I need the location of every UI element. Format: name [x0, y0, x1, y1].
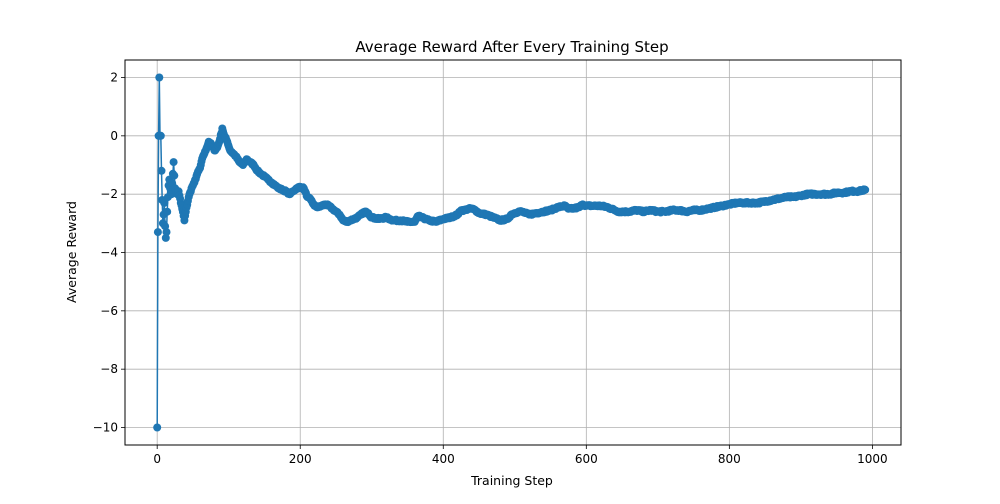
x-tick-label: 1000	[857, 452, 888, 466]
data-point	[161, 233, 170, 242]
data-point	[170, 171, 179, 180]
y-tick-label: −4	[100, 246, 118, 260]
data-point	[169, 158, 178, 167]
data-point	[162, 228, 171, 237]
data-point	[155, 73, 164, 82]
data-point	[153, 228, 162, 237]
x-tick-label: 200	[289, 452, 312, 466]
y-tick-label: −2	[100, 187, 118, 201]
x-tick-label: 0	[153, 452, 161, 466]
data-point	[163, 207, 172, 216]
y-axis-label: Average Reward	[64, 201, 79, 303]
y-tick-label: −8	[100, 362, 118, 376]
data-series	[153, 73, 870, 432]
data-point	[156, 131, 165, 140]
y-tick-label: 2	[110, 71, 118, 85]
y-tick-label: −6	[100, 304, 118, 318]
data-point	[160, 198, 169, 207]
y-tick-label: 0	[110, 129, 118, 143]
x-axis-label: Training Step	[470, 473, 553, 488]
x-tick-label: 800	[718, 452, 741, 466]
y-tick-label: −10	[93, 421, 118, 435]
x-tick-label: 600	[575, 452, 598, 466]
data-point	[153, 423, 162, 432]
chart-title: Average Reward After Every Training Step	[355, 38, 668, 56]
gridlines	[125, 60, 901, 445]
data-point	[861, 185, 870, 194]
x-tick-label: 400	[432, 452, 455, 466]
axis-ticks: 0 200 400 600 800 1000 −10 −8 −6 −4 −2 0 2	[93, 71, 888, 467]
data-point	[157, 166, 166, 175]
